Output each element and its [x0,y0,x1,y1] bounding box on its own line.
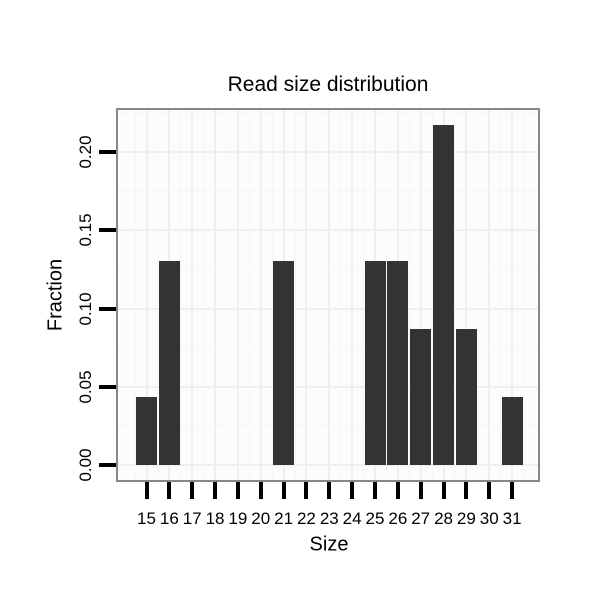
y-tick [99,463,116,467]
grid-minor-vertical [134,110,136,480]
grid-minor-horizontal [118,425,538,427]
x-tick-label: 16 [159,509,179,528]
grid-minor-vertical [431,110,433,480]
x-tick [190,482,195,499]
x-tick [167,482,172,499]
grid-minor-vertical [248,110,250,480]
chart-title: Read size distribution [227,73,429,96]
x-tick-label: 17 [182,509,202,528]
grid-minor-horizontal [118,190,538,192]
x-tick [510,482,515,499]
grid-major-horizontal [118,464,538,466]
y-tick [99,384,116,389]
x-tick-label: 29 [456,509,476,528]
grid-minor-vertical [317,110,319,480]
x-tick [258,482,263,499]
grid-major-vertical [214,110,217,480]
x-axis-title: Size [309,533,349,556]
x-tick-label: 15 [137,509,156,528]
plot-panel [116,108,540,482]
grid-minor-vertical [225,110,227,480]
y-tick [99,150,116,155]
grid-minor-vertical [340,110,342,480]
bar-size-16 [158,261,180,465]
bar-size-29 [455,328,477,465]
grid-major-vertical [465,110,468,480]
x-tick [487,482,492,499]
grid-minor-vertical [294,110,296,480]
grid-minor-horizontal [118,269,538,270]
x-tick-label: 19 [228,509,248,528]
x-tick [418,482,423,499]
x-tick-label: 20 [251,509,271,528]
x-tick-label: 31 [502,509,522,528]
y-tick [99,228,116,233]
bar-size-25 [364,261,386,465]
bars-layer [118,110,538,480]
x-tick [281,482,286,499]
grid-minor-vertical [477,110,479,480]
grid-major-vertical [305,110,308,480]
grid-major-vertical [419,110,422,480]
x-tick [464,482,469,499]
grid-minor-vertical [271,110,273,480]
grid-major-horizontal [118,385,538,388]
x-tick [235,482,240,499]
x-tick [441,482,446,499]
bar-size-28 [433,124,455,465]
grid-minor-horizontal [118,112,538,114]
x-tick [327,482,332,499]
grid-minor-vertical [157,110,159,480]
y-tick-label: 0.05 [76,370,95,404]
grid-minor-vertical [523,110,525,480]
x-tick-label: 27 [411,509,431,528]
bar-size-21 [273,261,295,465]
grid-minor-vertical [385,110,387,480]
grid-minor-vertical [203,110,205,480]
grid-major-vertical [236,110,239,480]
grid-major-vertical [511,110,514,480]
grid-major-vertical [191,110,194,480]
grid-major-vertical [259,110,262,480]
grid-major-vertical [328,110,331,480]
x-tick-label: 24 [342,509,362,528]
bar-size-15 [136,396,157,465]
grid-major-vertical [351,110,354,480]
x-tick [373,482,377,499]
x-tick [213,482,218,499]
x-tick [350,482,355,499]
grid-major-horizontal [118,151,538,154]
x-tick-label: 18 [205,509,225,528]
grid-minor-vertical [500,110,502,480]
x-tick-label: 21 [274,509,294,528]
grid-major-horizontal [118,229,538,232]
x-tick-label: 30 [479,509,499,528]
y-tick-label: 0.20 [76,135,95,169]
y-axis-title: Fraction [44,258,67,332]
y-tick-label: 0.10 [76,292,95,326]
x-tick-label: 23 [319,509,339,528]
y-tick-label: 0.00 [76,448,95,482]
x-tick-label: 25 [365,509,385,528]
grid-minor-vertical [180,110,182,480]
bar-size-26 [387,261,409,465]
grid-major-horizontal [118,307,538,310]
y-tick [99,306,116,311]
x-tick [144,482,149,499]
grid-major-vertical [145,110,148,480]
x-tick [395,482,400,499]
x-tick [304,482,309,499]
grid-minor-vertical [363,110,365,480]
grid-minor-vertical [408,110,410,480]
y-tick-label: 0.15 [76,213,95,247]
grid-minor-vertical [454,110,456,480]
bar-size-31 [501,396,523,465]
x-tick-label: 22 [296,509,316,528]
x-tick-label: 26 [388,509,408,528]
grid-major-vertical [488,110,491,480]
x-tick-label: 28 [434,509,454,528]
grid-minor-horizontal [118,347,538,349]
bar-size-27 [410,328,432,465]
